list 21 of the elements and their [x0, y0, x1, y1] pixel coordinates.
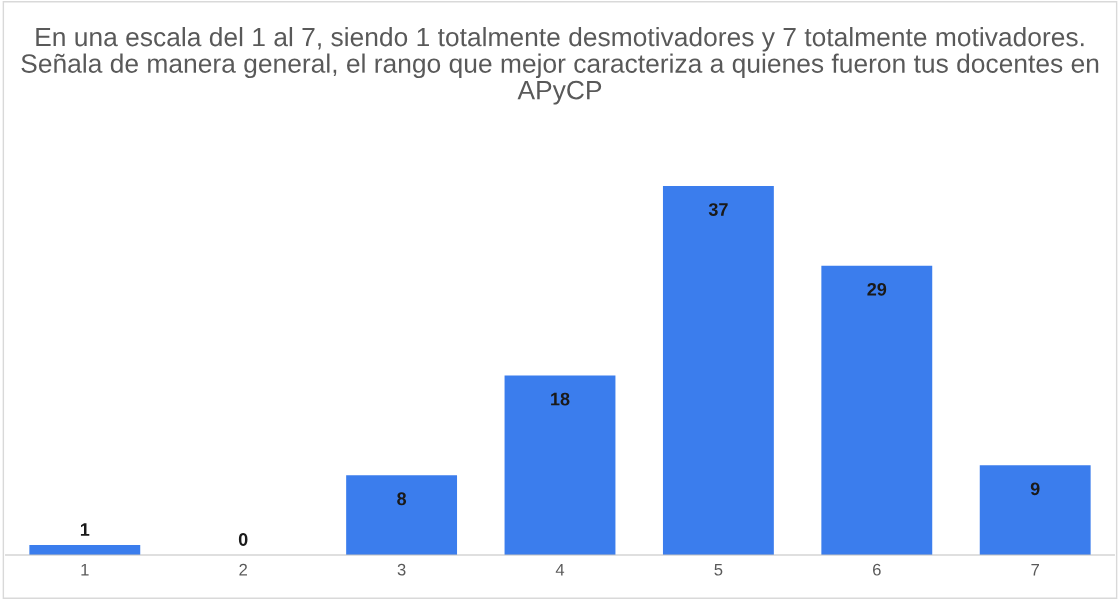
bar	[29, 545, 141, 555]
x-tick-label: 4	[555, 563, 565, 576]
bar	[821, 265, 933, 555]
data-label: 37	[708, 203, 728, 216]
x-tick-label: 1	[81, 563, 89, 576]
x-tick-label: 7	[1031, 563, 1039, 576]
data-label: 18	[551, 392, 570, 406]
data-label: 8	[397, 492, 407, 506]
data-label: 1	[80, 523, 90, 536]
x-tick-label: 6	[873, 563, 881, 576]
bar	[662, 186, 774, 555]
data-label: 29	[867, 282, 887, 296]
x-tick-label: 5	[714, 563, 723, 576]
x-tick-label: 2	[239, 563, 247, 576]
bar	[979, 465, 1091, 555]
bar	[504, 375, 616, 555]
chart-title: En una escala del 1 al 7, siendo 1 totalmente desmotivadores y 7 totalmente motivadores. Señala de manera general, el rango que mejor caracteriza a quienes fueron tus docentes en APyCP	[21, 27, 1099, 105]
data-label: 9	[1030, 482, 1040, 496]
bar	[346, 475, 458, 555]
data-label: 0	[238, 533, 248, 546]
x-tick-label: 3	[397, 563, 406, 576]
